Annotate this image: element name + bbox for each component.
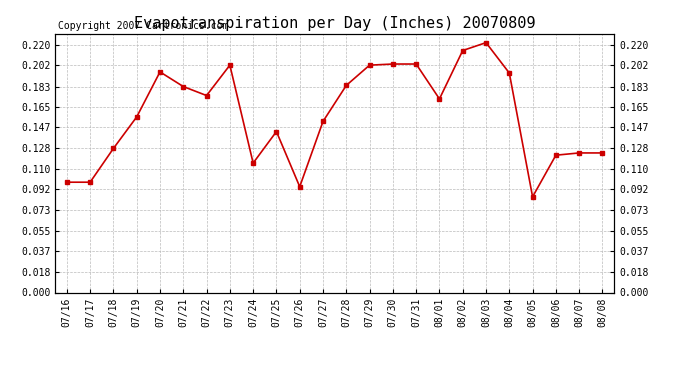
Text: Copyright 2007 Cartronics.com: Copyright 2007 Cartronics.com [58,21,228,31]
Title: Evapotranspiration per Day (Inches) 20070809: Evapotranspiration per Day (Inches) 2007… [134,16,535,31]
